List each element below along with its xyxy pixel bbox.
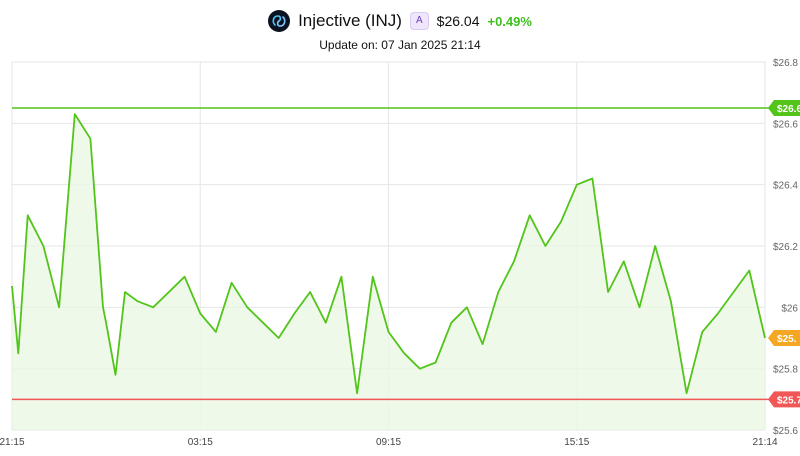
price-change: +0.49% (487, 13, 532, 29)
x-tick-label: 09:15 (376, 437, 401, 448)
injective-logo-icon (268, 10, 291, 32)
y-tick-label: $26.4 (773, 181, 798, 192)
low-price-tag (768, 391, 800, 408)
y-tick-label: $26.8 (773, 58, 798, 69)
y-tick-label: $26.2 (773, 242, 798, 253)
high-price-tag (768, 100, 800, 116)
price-area-fill (12, 114, 765, 430)
current-price-label: $25. (777, 334, 797, 345)
high-price-label: $26.6 (777, 104, 800, 115)
price-line (11, 113, 766, 395)
coin-name: Injective (INJ) (298, 11, 402, 30)
update-timestamp: Update on: 07 Jan 2025 21:14 (319, 38, 481, 52)
x-tick-label: 21:15 (0, 437, 25, 448)
y-tick-label: $26 (781, 303, 798, 314)
x-tick-label: 15:15 (564, 437, 589, 448)
chart-header: Injective (INJ) A $26.04 +0.49% (0, 8, 800, 34)
x-tick-label: 03:15 (188, 437, 213, 448)
rating-badge[interactable]: A (409, 12, 429, 30)
current-price: $26.04 (436, 13, 480, 29)
current-price-tag (768, 330, 800, 346)
y-tick-label: $25.8 (773, 365, 798, 376)
price-chart[interactable]: $26.8 $26.6 $26.4 $26.2 $26 $25.8 $25.6 21:15 03… (0, 56, 800, 456)
low-price-label: $25.7 (777, 395, 800, 406)
x-tick-label: 21:14 (752, 437, 777, 448)
y-tick-label: $25.6 (773, 426, 798, 437)
y-tick-label: $26.6 (773, 119, 798, 130)
